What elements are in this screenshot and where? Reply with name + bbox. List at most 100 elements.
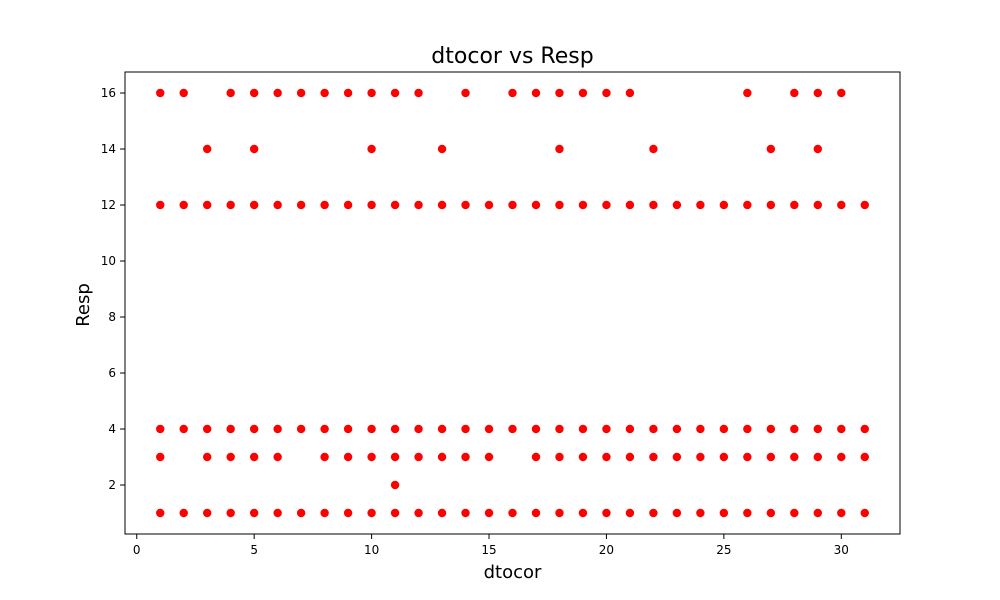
data-point [367, 508, 376, 518]
data-point [203, 200, 212, 210]
data-point [813, 88, 822, 98]
data-point [813, 144, 822, 154]
y-tick-label: 6 [108, 366, 116, 380]
data-point [672, 452, 682, 462]
data-point [743, 88, 752, 98]
data-point [649, 200, 658, 210]
x-tick-label: 20 [599, 543, 614, 557]
data-point [625, 508, 635, 518]
data-point [531, 424, 541, 434]
data-point [672, 200, 682, 210]
data-point [578, 452, 588, 462]
y-tick-label: 4 [108, 422, 116, 436]
data-point [813, 200, 822, 210]
data-point [625, 88, 635, 98]
data-point [555, 200, 564, 210]
data-point [719, 200, 729, 210]
data-point [367, 200, 376, 210]
data-point [343, 508, 353, 518]
data-point [179, 508, 188, 518]
data-point [837, 424, 846, 434]
x-tick-label: 15 [481, 543, 496, 557]
data-point [437, 424, 447, 434]
data-point [602, 424, 611, 434]
data-point [226, 452, 235, 462]
data-point [555, 88, 564, 98]
data-point [602, 452, 611, 462]
data-point [531, 508, 541, 518]
data-point [226, 200, 235, 210]
data-point [437, 144, 447, 154]
data-point [860, 452, 869, 462]
data-point [414, 508, 423, 518]
data-point [437, 508, 447, 518]
data-point [367, 88, 376, 98]
data-point [696, 424, 705, 434]
data-point [837, 452, 846, 462]
data-point [602, 88, 611, 98]
data-point [719, 508, 729, 518]
data-point [672, 508, 682, 518]
data-point [860, 424, 869, 434]
y-axis: 2 4 6 8 10 12 14 16 [101, 86, 125, 492]
data-point [461, 424, 470, 434]
data-point [837, 88, 846, 98]
data-point [273, 200, 282, 210]
data-point [390, 88, 400, 98]
data-point [813, 424, 822, 434]
x-axis-label: dtocor [484, 562, 542, 583]
data-point [414, 424, 423, 434]
data-point [790, 508, 799, 518]
data-point [790, 88, 799, 98]
data-point [508, 424, 517, 434]
data-point [649, 144, 658, 154]
data-point [508, 508, 517, 518]
data-point [649, 452, 658, 462]
data-point [179, 88, 188, 98]
data-point [203, 452, 212, 462]
data-point [390, 480, 400, 490]
data-point [766, 452, 776, 462]
data-point [484, 424, 494, 434]
data-point [343, 88, 353, 98]
data-point [719, 452, 729, 462]
data-point [273, 88, 282, 98]
data-point [249, 144, 259, 154]
data-point [320, 508, 329, 518]
x-axis: 0 5 10 15 20 25 30 [133, 534, 849, 557]
data-point [860, 508, 869, 518]
data-point [320, 88, 329, 98]
data-point [296, 508, 306, 518]
data-point [249, 508, 259, 518]
x-tick-label: 0 [133, 543, 141, 557]
data-point [766, 200, 776, 210]
y-tick-label: 16 [101, 86, 116, 100]
data-point [156, 452, 165, 462]
data-point [390, 424, 400, 434]
data-point [625, 200, 635, 210]
data-point [414, 88, 423, 98]
data-point [743, 508, 752, 518]
data-point [696, 508, 705, 518]
data-point [837, 508, 846, 518]
chart-title: dtocor vs Resp [431, 44, 593, 69]
data-point [343, 452, 353, 462]
data-point [390, 200, 400, 210]
data-point [437, 200, 447, 210]
data-point [625, 452, 635, 462]
data-point [743, 200, 752, 210]
data-point [249, 88, 259, 98]
data-point [578, 200, 588, 210]
y-tick-label: 10 [101, 254, 116, 268]
data-point [602, 508, 611, 518]
data-point [156, 200, 165, 210]
data-point [555, 424, 564, 434]
data-point [625, 424, 635, 434]
y-tick-label: 8 [108, 310, 116, 324]
data-point [367, 452, 376, 462]
data-point [203, 144, 212, 154]
data-point [437, 452, 447, 462]
x-tick-label: 10 [364, 543, 379, 557]
data-point [343, 424, 353, 434]
